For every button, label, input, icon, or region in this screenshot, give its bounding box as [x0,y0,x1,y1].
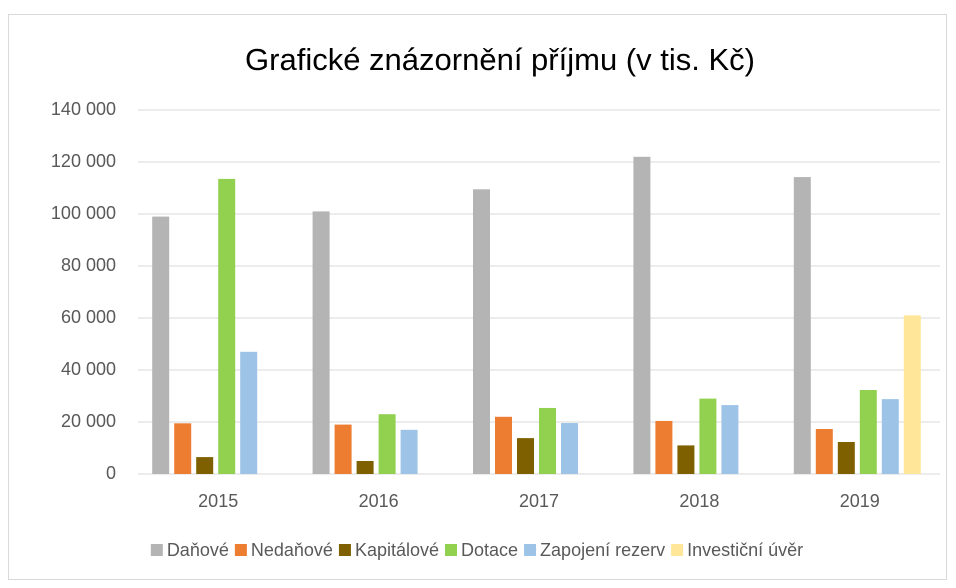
x-tick-label: 2015 [198,491,238,511]
bar [196,457,214,474]
bar [903,315,921,474]
y-tick-label: 140 000 [51,99,116,119]
legend-swatch [150,544,163,556]
bar [495,416,512,474]
bar [721,405,739,474]
bar [400,429,418,474]
y-tick-label: 0 [106,463,116,483]
bar [218,178,236,474]
y-tick-label: 100 000 [51,203,116,223]
bar [793,177,811,474]
bar [356,461,374,474]
bar [815,429,833,474]
bar [378,414,396,474]
bar [334,424,352,474]
legend-swatch [234,544,247,556]
x-tick-label: 2016 [359,491,399,511]
bar [859,390,877,474]
bar [312,211,330,474]
legend-swatch [445,544,458,556]
y-tick-label: 120 000 [51,151,116,171]
bar [517,438,534,474]
x-tick-label: 2019 [840,491,880,511]
legend-swatch [338,544,351,556]
legend-label: Investiční úvěr [687,540,803,560]
bar [240,351,258,474]
bar [152,216,170,474]
bar [699,398,717,474]
bar [561,423,578,474]
legend-label: Nedaňové [251,540,333,560]
legend-label: Kapitálové [355,540,439,560]
bar [473,189,490,475]
bar [633,156,651,475]
x-tick-label: 2018 [679,491,719,511]
x-tick-label: 2017 [519,491,559,511]
legend-label: Dotace [461,540,518,560]
bar [677,445,695,474]
y-tick-label: 20 000 [61,411,116,431]
y-tick-label: 40 000 [61,359,116,379]
y-tick-label: 60 000 [61,307,116,327]
bar [881,399,899,474]
legend-swatch [524,544,537,556]
legend-label: Zapojení rezerv [540,540,665,560]
bar [655,420,673,474]
bar [539,407,556,474]
legend-swatch [671,544,684,556]
chart-title: Grafické znázornění příjmu (v tis. Kč) [245,42,755,77]
bar [174,423,192,474]
bar [837,442,855,474]
legend-label: Daňové [167,540,229,560]
y-tick-label: 80 000 [61,255,116,275]
